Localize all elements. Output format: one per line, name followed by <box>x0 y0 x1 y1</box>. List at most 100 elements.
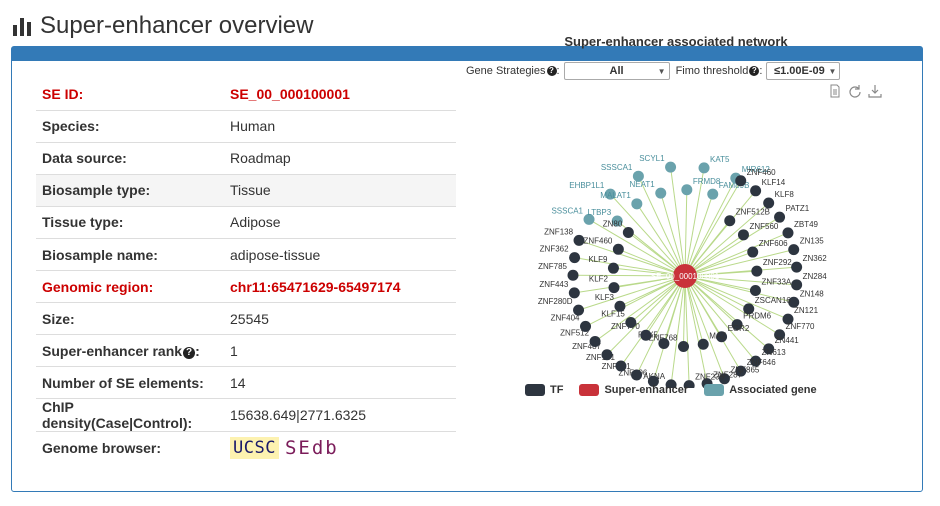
tf-node[interactable]: ZN284 <box>791 272 827 291</box>
node-circle[interactable] <box>631 198 643 210</box>
tf-node[interactable]: ZN362 <box>791 254 827 273</box>
gene-node[interactable]: SCYL1 <box>639 154 677 173</box>
gene-node[interactable]: FRMD8 <box>681 177 721 196</box>
ucsc-browser-link[interactable]: UCSC <box>230 437 279 460</box>
legend-item-associated-gene[interactable]: Associated gene <box>704 384 817 396</box>
node-circle[interactable] <box>774 329 786 341</box>
tf-node[interactable]: PRDM6 <box>731 312 772 331</box>
tf-node[interactable]: KLF3 <box>595 293 626 312</box>
node-circle[interactable] <box>782 227 794 239</box>
node-circle[interactable] <box>774 211 786 223</box>
tf-node[interactable]: ZN135 <box>788 237 824 256</box>
node-circle[interactable] <box>791 279 803 291</box>
node-circle[interactable] <box>612 243 624 255</box>
node-circle[interactable] <box>573 304 585 316</box>
tf-node[interactable]: ZNF443 <box>539 280 580 299</box>
sedb-browser-link[interactable]: SEdb <box>284 437 339 460</box>
node-circle[interactable] <box>750 185 762 197</box>
node-circle[interactable] <box>763 343 775 355</box>
node-circle[interactable] <box>751 265 763 277</box>
node-circle[interactable] <box>622 226 634 238</box>
tf-node[interactable]: ZN148 <box>788 289 824 308</box>
node-circle[interactable] <box>607 262 619 274</box>
tf-node[interactable]: ZSCAN16 <box>743 296 791 315</box>
tf-node[interactable]: MAZ <box>697 331 727 350</box>
node-circle[interactable] <box>631 369 643 381</box>
node-circle[interactable] <box>665 379 677 388</box>
node-circle[interactable] <box>737 229 749 241</box>
gene-node[interactable]: MALAT1 <box>600 191 643 210</box>
node-circle[interactable] <box>724 215 736 227</box>
node-circle[interactable] <box>673 264 697 288</box>
node-circle[interactable] <box>647 375 659 387</box>
tf-node[interactable]: ZNF235 <box>683 373 725 388</box>
node-circle[interactable] <box>640 329 652 341</box>
node-circle[interactable] <box>580 320 592 332</box>
node-circle[interactable] <box>791 261 803 273</box>
tf-node[interactable]: KLF14 <box>750 178 786 197</box>
gene-strategies-select[interactable]: All ▼ <box>563 62 670 80</box>
gene-node[interactable]: LTBP3 <box>587 208 623 227</box>
node-circle[interactable] <box>567 269 579 281</box>
tf-node[interactable]: ZN121 <box>782 306 819 325</box>
tf-node[interactable]: ZNF460 <box>583 236 624 255</box>
tf-node[interactable]: ZN613 <box>750 348 786 367</box>
node-circle[interactable] <box>698 162 710 174</box>
gene-node[interactable]: SSSCA1 <box>551 206 595 225</box>
gene-node[interactable]: SSSCA1 <box>601 163 644 182</box>
node-circle[interactable] <box>716 331 728 343</box>
tf-node[interactable]: ZNF606 <box>747 239 788 258</box>
node-circle[interactable] <box>763 197 775 209</box>
node-circle[interactable] <box>601 349 613 361</box>
tf-node[interactable]: ZNF646 <box>735 358 776 377</box>
node-circle[interactable] <box>614 300 626 312</box>
node-circle[interactable] <box>604 188 616 200</box>
tf-node[interactable]: ZNF512 <box>560 328 601 347</box>
node-circle[interactable] <box>788 296 800 308</box>
node-circle[interactable] <box>743 303 755 315</box>
node-circle[interactable] <box>749 285 761 297</box>
data-view-icon[interactable] <box>828 84 842 98</box>
node-circle[interactable] <box>655 187 667 199</box>
super-enhancer-node[interactable]: SE_00_000100001 <box>651 264 720 288</box>
node-circle[interactable] <box>615 360 627 372</box>
node-circle[interactable] <box>735 175 747 187</box>
node-circle[interactable] <box>683 380 695 388</box>
node-circle[interactable] <box>569 252 581 264</box>
legend-item-super-enhancer[interactable]: Super-enhancer <box>579 384 688 396</box>
tf-node[interactable]: ZNF138 <box>544 227 585 246</box>
node-circle[interactable] <box>573 234 585 246</box>
tf-node[interactable]: ZNF33A <box>749 278 792 297</box>
node-circle[interactable] <box>747 246 759 258</box>
refresh-icon[interactable] <box>848 84 862 98</box>
node-circle[interactable] <box>788 244 800 256</box>
help-icon[interactable]: ? <box>749 66 760 76</box>
tf-node[interactable]: ZNF181 <box>586 353 627 372</box>
tf-node[interactable]: ZNF460 <box>735 168 776 187</box>
node-circle[interactable] <box>568 287 580 299</box>
node-circle[interactable] <box>735 365 747 377</box>
tf-node[interactable]: ZNF512B <box>724 208 770 227</box>
tf-node[interactable]: ZNF292 <box>751 258 792 277</box>
gene-node[interactable]: KAT5 <box>698 155 730 174</box>
fimo-threshold-select[interactable]: ≤1.00E-09 ▼ <box>766 62 841 80</box>
node-circle[interactable] <box>589 335 601 347</box>
node-circle[interactable] <box>750 355 762 367</box>
tf-node[interactable]: EGR2 <box>716 324 750 343</box>
gene-node[interactable]: EHBP1L1 <box>569 181 616 200</box>
node-circle[interactable] <box>697 338 709 350</box>
node-circle[interactable] <box>681 184 693 196</box>
tf-node[interactable]: ZNF770 <box>611 322 652 341</box>
tf-node[interactable]: KLF8 <box>763 190 794 209</box>
node-circle[interactable] <box>608 282 620 294</box>
tf-node[interactable]: ZN441 <box>763 336 799 355</box>
tf-node[interactable]: ZNF865 <box>718 366 760 385</box>
gene-node[interactable]: FAM89B <box>707 181 749 200</box>
node-circle[interactable] <box>718 373 730 385</box>
node-circle[interactable] <box>678 341 690 353</box>
node-circle[interactable] <box>625 316 637 328</box>
help-icon[interactable]: ? <box>546 66 557 76</box>
tf-node[interactable]: ZNF487 <box>572 342 613 361</box>
tf-node[interactable]: KLF2 <box>589 275 620 294</box>
